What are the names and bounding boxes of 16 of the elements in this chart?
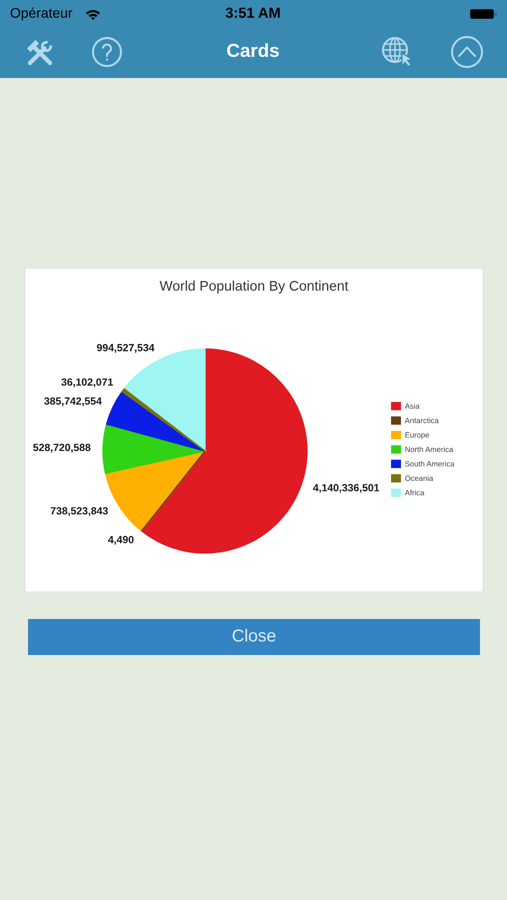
pie-slice	[102, 423, 206, 474]
data-label: 4,140,336,501	[313, 484, 380, 493]
data-label: 994,527,534	[96, 344, 154, 353]
text: 3:51 AM	[226, 8, 280, 18]
pie-slice	[140, 450, 206, 532]
data-label: 385,742,554	[44, 397, 102, 406]
text: Opérateur	[10, 7, 72, 21]
text: Cards	[227, 43, 279, 58]
chart-title: World Population By Continent	[160, 280, 348, 294]
pie-slice	[121, 388, 206, 452]
data-label: 4,490	[108, 536, 134, 545]
data-label: 528,720,588	[33, 444, 90, 453]
pie-slice	[106, 390, 206, 452]
data-label: 738,523,843	[50, 507, 108, 516]
data-label: 36,102,071	[61, 378, 113, 388]
text: Close	[232, 628, 276, 642]
